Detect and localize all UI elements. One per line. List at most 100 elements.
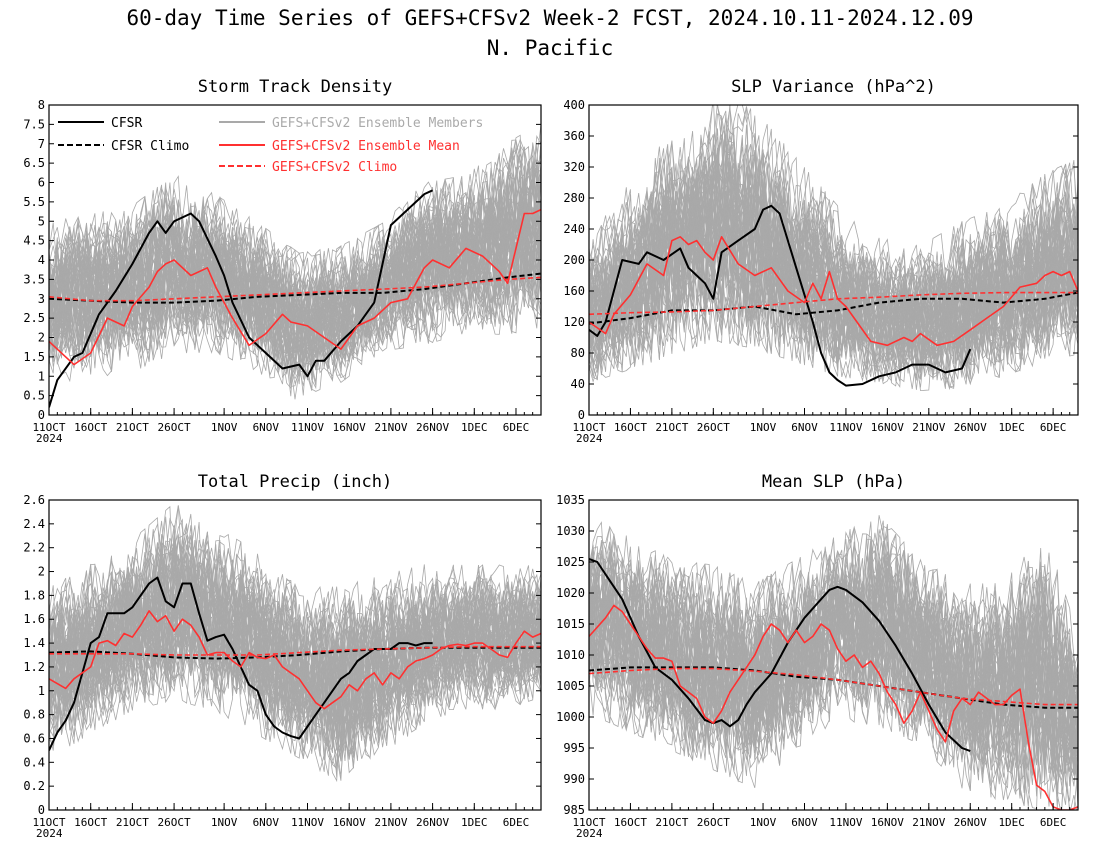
x-tick-label: 11NOV [291,421,324,434]
y-tick-label: 6 [38,176,45,190]
ensemble-member-line [49,144,541,375]
x-tick-label: 21NOV [912,816,945,829]
x-tick-label: 21OCT [116,421,149,434]
figure-subtitle: N. Pacific [486,36,614,60]
panel-1: Storm Track Density 0 0.5 1 1.5 2 2.5 3 3.5 4 4.5 5… [23,77,542,445]
y-tick-label: 0.6 [23,731,45,745]
x-tick-label: 11OCT [32,816,65,829]
x-tick-label: 11NOV [291,816,324,829]
x-tick-label: 6DEC [1040,816,1067,829]
y-tick-label: 1.2 [23,660,45,674]
y-tick-label: 200 [563,253,585,267]
y-tick-label: 8 [38,98,45,112]
series-line-gefs-cfsv2-climo [589,667,1078,706]
y-tick-label: 160 [563,284,585,298]
series-line-gefs-cfsv2-climo [49,276,541,302]
y-tick-label: 5.5 [23,195,45,209]
y-tick-label: 1010 [556,648,585,662]
ensemble-member-line [589,532,1078,795]
plot-frame [48,499,542,811]
y-tick-label: 985 [563,803,585,817]
y-tick-label: 40 [571,377,585,391]
series-line-gefs-cfsv2-climo [589,291,1078,316]
y-tick-label: 240 [563,222,585,236]
x-tick-label: 6DEC [1040,421,1067,434]
y-tick-label: 990 [563,772,585,786]
ensemble-member-line [589,556,1078,776]
y-tick-label: 6.5 [23,156,45,170]
x-tick-label: 6NOV [253,421,280,434]
legend-members-label: GEFS+CFSv2 Ensemble Members [272,116,483,131]
legend-cfsr-label: CFSR [111,116,142,131]
x-tick-label: 16NOV [333,421,366,434]
ensemble-member-line [49,201,541,385]
x-tick-label: 21NOV [912,421,945,434]
x-tick-label: 1DEC [461,421,488,434]
series-line-cfsr-climo [589,291,1078,325]
ensemble-member-line [589,537,1078,771]
ensemble-member-line [49,142,541,361]
ensemble-member-line [589,553,1078,780]
ensemble-member-line [589,136,1078,378]
ensemble-member-line [589,525,1078,735]
ensemble-member-line [589,541,1078,744]
ensemble-member-line [49,196,541,364]
x-tick-label: 16OCT [614,816,647,829]
y-tick-label: 7 [38,137,45,151]
y-tick-label: 2.2 [23,541,45,555]
y-tick-label: 7.5 [23,117,45,131]
plot-area [49,124,541,408]
x-tick-label: 16NOV [333,816,366,829]
x-tick-label: 26NOV [954,421,987,434]
x-year-label: 2024 [36,827,63,840]
y-tick-label: 4 [38,253,45,267]
x-tick-label: 1NOV [211,816,238,829]
y-tick-label: 2 [38,565,45,579]
y-tick-label: 995 [563,741,585,755]
ensemble-member-line [49,525,541,760]
legend-gefs-climo-label: GEFS+CFSv2 Climo [272,160,397,175]
x-tick-label: 6NOV [253,816,280,829]
ensemble-member-line [49,142,541,338]
ensemble-member-line [49,591,541,761]
series-line-gefs-cfsv2-ensemble-mean [49,208,541,366]
y-tick-label: 2 [38,331,45,345]
plot-area [589,515,1078,810]
x-tick-label: 6DEC [503,816,530,829]
x-tick-label: 26NOV [954,816,987,829]
x-tick-label: 21OCT [655,816,688,829]
x-tick-label: 16NOV [871,421,904,434]
y-tick-label: 0.8 [23,708,45,722]
y-tick-label: 2.6 [23,493,45,507]
x-tick-label: 16OCT [74,421,107,434]
y-tick-label: 1.6 [23,612,45,626]
y-tick-label: 400 [563,98,585,112]
x-tick-label: 1DEC [998,816,1025,829]
ensemble-member-line [589,105,1078,346]
y-tick-label: 3 [38,292,45,306]
y-tick-label: 2.5 [23,311,45,325]
y-tick-label: 0.5 [23,389,45,403]
x-tick-label: 11OCT [572,421,605,434]
series-line-gefs-cfsv2-ensemble-mean [589,236,1078,347]
x-tick-label: 21NOV [374,421,407,434]
y-tick-label: 360 [563,129,585,143]
legend-ens-mean-label: GEFS+CFSv2 Ensemble Mean [272,139,460,154]
series-line-gefs-cfsv2-ensemble-mean [49,610,541,710]
y-tick-label: 0 [38,408,45,422]
y-tick-label: 80 [571,346,585,360]
x-year-label: 2024 [576,827,603,840]
x-tick-label: 6NOV [791,816,818,829]
ensemble-member-line [589,544,1078,763]
x-tick-label: 21NOV [374,816,407,829]
legend-cfsr-climo-label: CFSR Climo [111,139,189,154]
x-tick-label: 1NOV [750,421,777,434]
x-tick-label: 1NOV [211,421,238,434]
y-tick-label: 0 [578,408,585,422]
x-tick-label: 26NOV [416,421,449,434]
x-tick-label: 16OCT [614,421,647,434]
y-tick-label: 1.4 [23,636,45,650]
x-tick-label: 11NOV [829,421,862,434]
ensemble-member-line [589,126,1078,375]
x-tick-label: 11OCT [572,816,605,829]
